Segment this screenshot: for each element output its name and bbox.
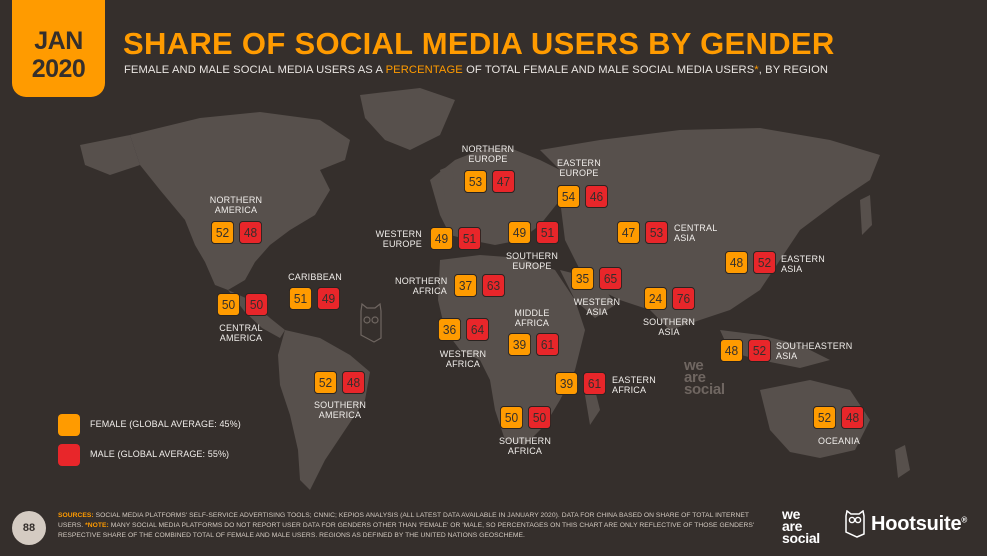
female-value-middle-africa: 39 [508,333,531,356]
female-value-southern-europe: 49 [508,221,531,244]
female-value-eastern-europe: 54 [557,185,580,208]
male-value-southern-america: 48 [342,371,365,394]
page-title: SHARE OF SOCIAL MEDIA USERS BY GENDER [123,26,835,61]
legend-male-label: MALE (GLOBAL AVERAGE: 55%) [90,449,230,459]
subtitle-highlight: PERCENTAGE [385,64,463,76]
female-value-western-asia: 35 [571,267,594,290]
region-label-middle-africa: MIDDLE AFRICA [514,308,550,328]
region-label-southeastern-asia: SOUTHEASTERN ASIA [776,341,853,361]
female-value-northern-america: 52 [211,221,234,244]
male-swatch [58,444,80,466]
male-value-southeastern-asia: 52 [748,339,771,362]
note-key: *NOTE: [85,522,109,529]
legend-female-label: FEMALE (GLOBAL AVERAGE: 45%) [90,419,241,429]
female-value-caribbean: 51 [289,287,312,310]
male-value-eastern-europe: 46 [585,185,608,208]
male-value-western-africa: 64 [466,318,489,341]
region-label-western-europe: WESTERN EUROPE [375,229,422,249]
region-label-northern-africa: NORTHERN AFRICA [395,276,448,296]
male-value-oceania: 48 [841,406,864,429]
sources-key: SOURCES: [58,512,94,519]
region-label-oceania: OCEANIA [818,436,860,446]
sources-note: SOURCES: SOCIAL MEDIA PLATFORMS' SELF-SE… [58,512,755,539]
date-year: 2020 [31,54,86,83]
region-label-western-africa: WESTERN AFRICA [439,349,487,369]
region-label-northern-europe: NORTHERN EUROPE [461,144,515,164]
male-value-northern-africa: 63 [482,274,505,297]
region-label-northern-america: NORTHERN AMERICA [209,195,263,215]
male-value-eastern-asia: 52 [753,251,776,274]
page-subtitle: FEMALE AND MALE SOCIAL MEDIA USERS AS A … [124,64,829,76]
region-label-eastern-europe: EASTERN EUROPE [557,158,601,178]
female-value-southeastern-asia: 48 [720,339,743,362]
male-value-western-asia: 65 [599,267,622,290]
female-value-eastern-africa: 39 [555,372,578,395]
female-value-western-africa: 36 [438,318,461,341]
region-label-southern-america: SOUTHERN AMERICA [313,400,367,420]
asterisk: * [754,64,759,76]
region-label-southern-africa: SOUTHERN AFRICA [498,436,552,456]
male-value-southern-africa: 50 [528,406,551,429]
owl-icon [845,510,865,538]
region-label-southern-europe: SOUTHERN EUROPE [505,251,559,271]
region-label-southern-asia: SOUTHERN ASIA [642,317,696,337]
owl-watermark-icon [360,302,382,343]
we-are-social-logo: we are social [782,506,820,546]
female-value-southern-america: 52 [314,371,337,394]
region-label-central-america: CENTRAL AMERICA [219,323,263,343]
female-swatch [58,414,80,436]
female-value-southern-asia: 24 [644,287,667,310]
hootsuite-logo: Hootsuite® [845,510,967,538]
female-value-eastern-asia: 48 [725,251,748,274]
region-label-central-asia: CENTRAL ASIA [674,223,718,243]
female-value-western-europe: 49 [430,227,453,250]
male-value-central-america: 50 [245,293,268,316]
female-value-northern-africa: 37 [454,274,477,297]
date-month: JAN [34,26,83,55]
region-label-eastern-africa: EASTERN AFRICA [612,375,656,395]
female-value-northern-europe: 53 [464,170,487,193]
male-value-eastern-africa: 61 [583,372,606,395]
male-value-middle-africa: 61 [536,333,559,356]
male-value-western-europe: 51 [458,227,481,250]
region-label-caribbean: CARIBBEAN [288,272,342,282]
female-value-central-america: 50 [217,293,240,316]
female-value-oceania: 52 [813,406,836,429]
region-label-eastern-asia: EASTERN ASIA [781,254,825,274]
female-value-central-asia: 47 [617,221,640,244]
male-value-northern-america: 48 [239,221,262,244]
date-badge: JAN 2020 [12,0,105,97]
male-value-northern-europe: 47 [492,170,515,193]
hootsuite-wordmark: Hootsuite® [871,512,968,535]
male-value-caribbean: 49 [317,287,340,310]
page-number: 88 [12,511,46,545]
female-value-southern-africa: 50 [500,406,523,429]
male-value-central-asia: 53 [645,221,668,244]
male-value-southern-europe: 51 [536,221,559,244]
male-value-southern-asia: 76 [672,287,695,310]
region-label-western-asia: WESTERN ASIA [573,297,621,317]
we-are-social-watermark: we are social [684,357,725,398]
